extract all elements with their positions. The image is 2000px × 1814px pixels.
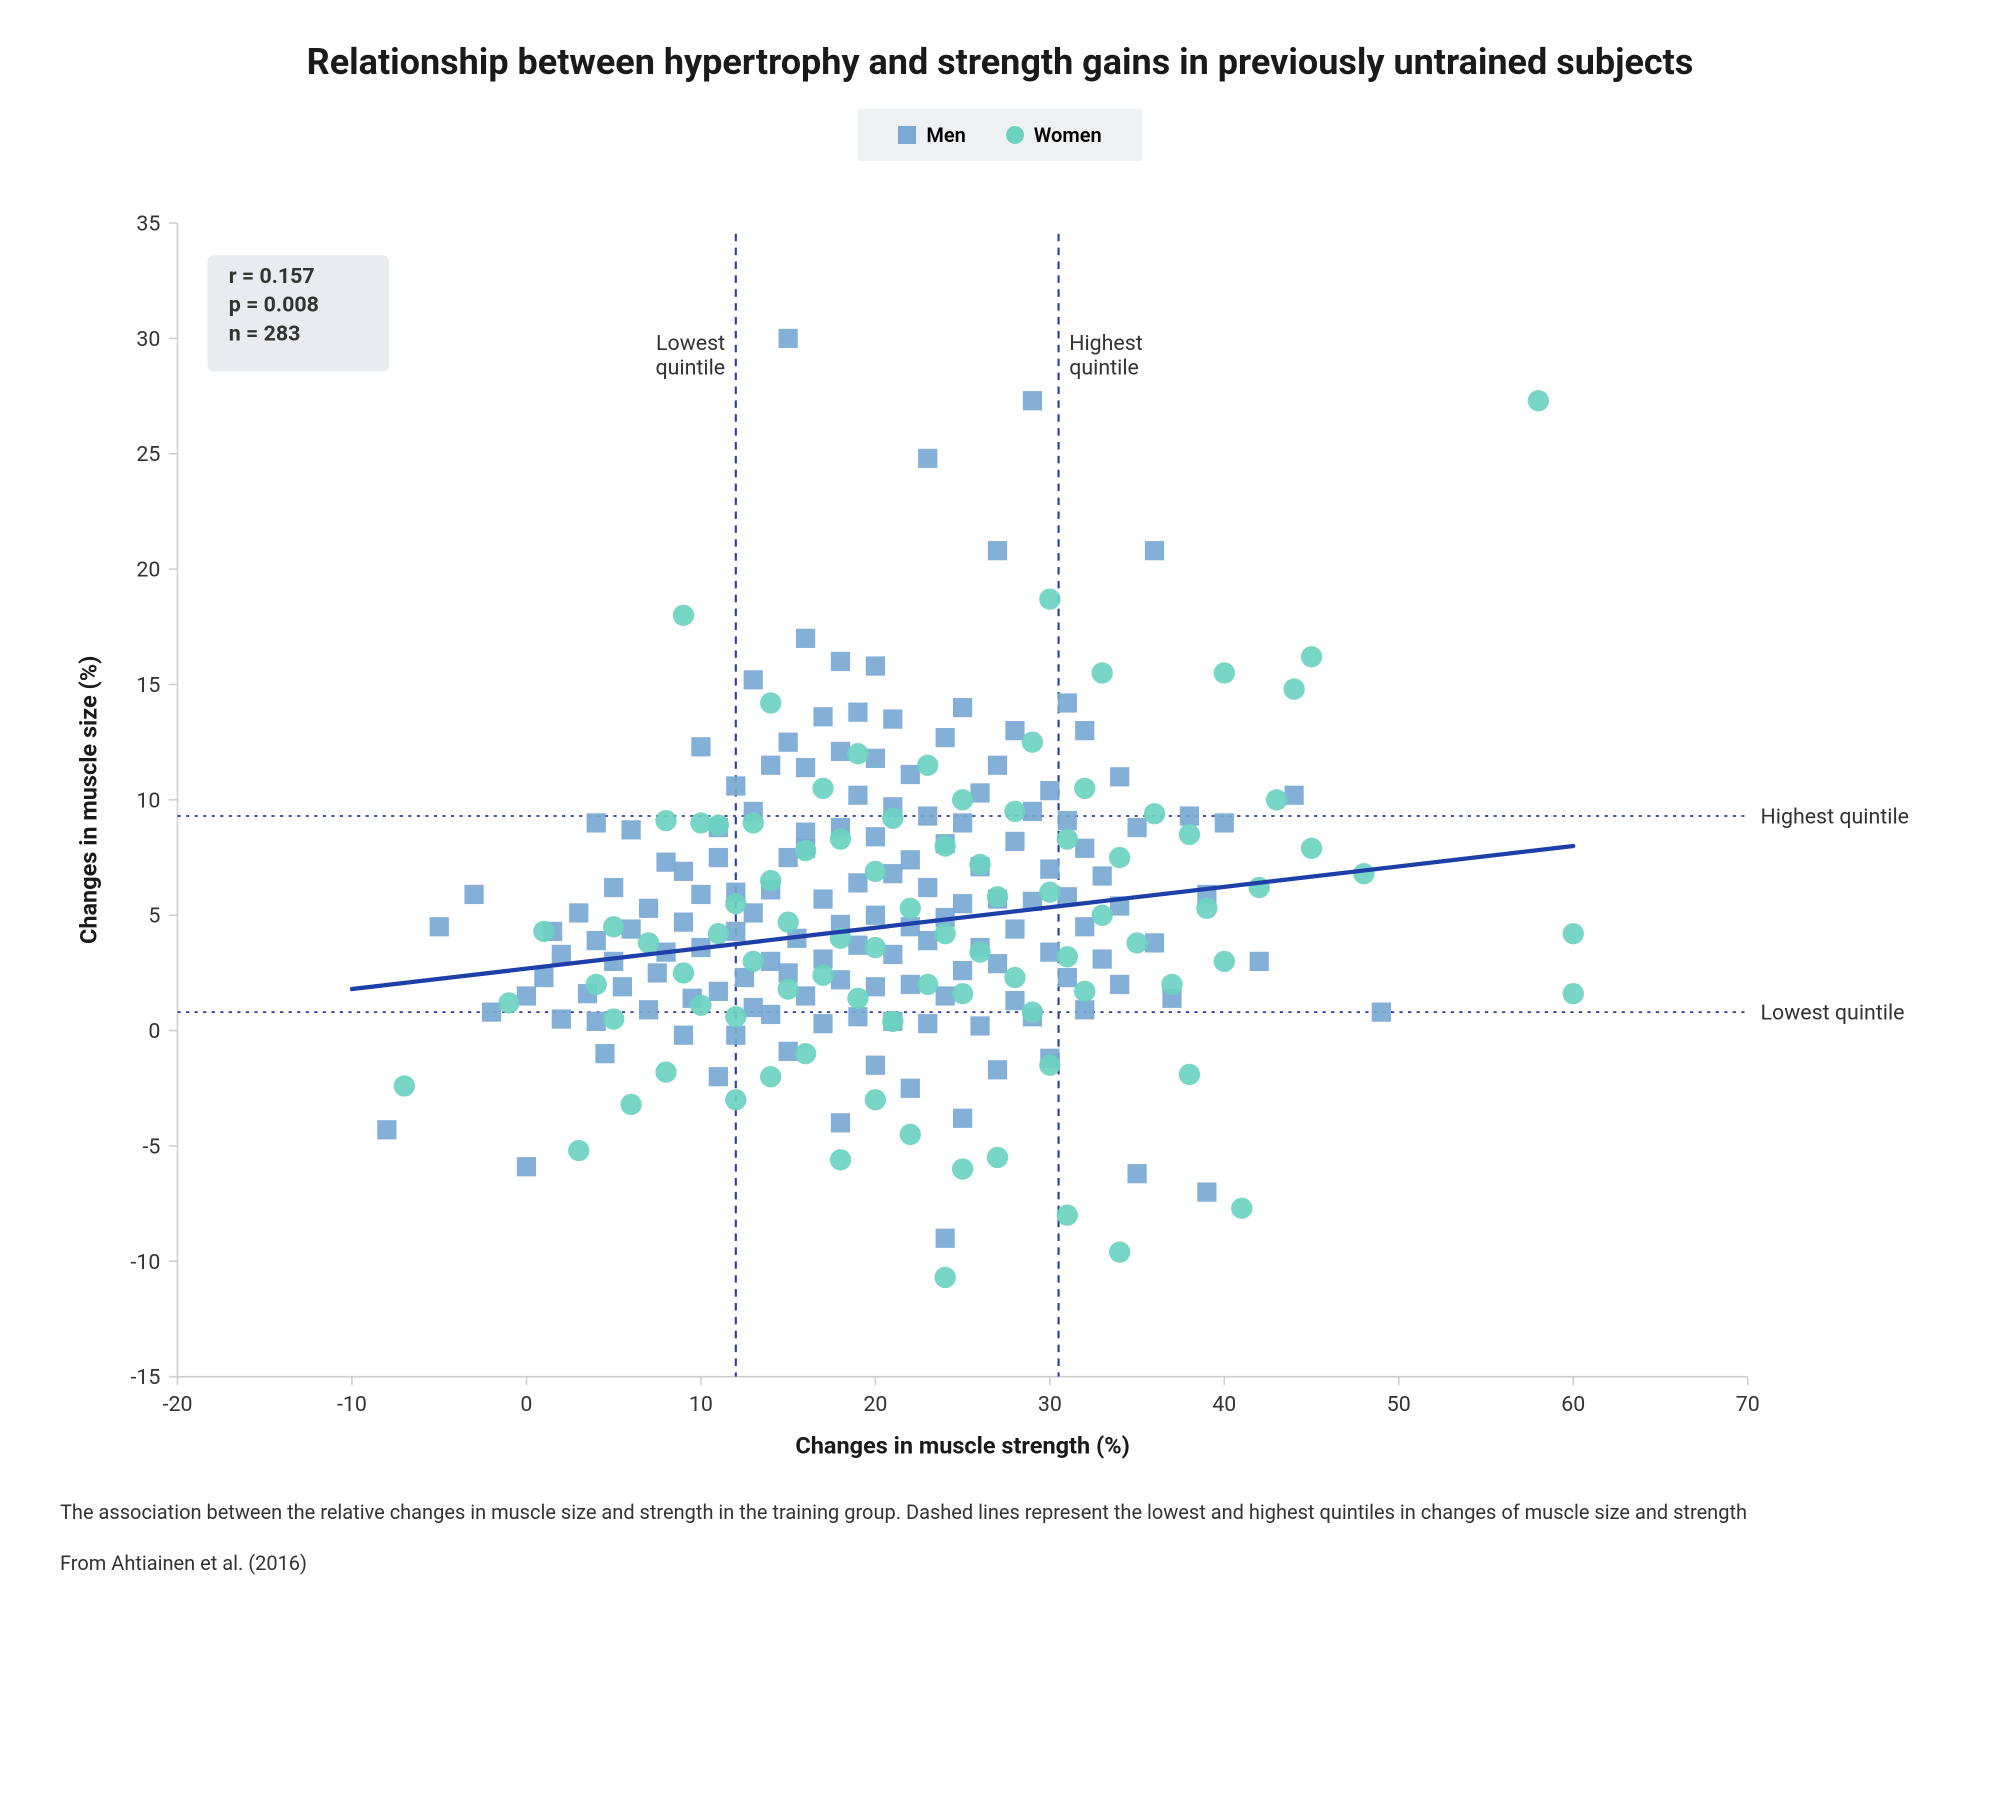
svg-text:15: 15 [136, 673, 160, 698]
legend-item-men: Men [898, 123, 965, 147]
svg-text:30: 30 [1038, 1392, 1062, 1417]
plot-area: -20 -10 0 10 20 30 40 50 60 70 -15 -10 -5 0 5 10 15 20 25 3… [60, 191, 1940, 1473]
svg-text:35: 35 [136, 212, 160, 237]
legend-label-women: Women [1034, 123, 1102, 147]
svg-text:20: 20 [863, 1392, 887, 1417]
svg-text:70: 70 [1736, 1392, 1760, 1417]
chart-title: Relationship between hypertrophy and str… [60, 40, 1940, 85]
svg-text:60: 60 [1561, 1392, 1585, 1417]
scatter-plot: -20 -10 0 10 20 30 40 50 60 70 -15 -10 -5 0 5 10 15 20 25 3… [60, 191, 1940, 1473]
svg-text:-5: -5 [142, 1134, 160, 1159]
svg-text:0: 0 [148, 1019, 160, 1044]
svg-text:-10: -10 [130, 1250, 160, 1275]
svg-text:n = 283: n = 283 [229, 322, 301, 347]
svg-text:-15: -15 [130, 1365, 160, 1390]
legend-swatch-men [898, 126, 916, 144]
legend-label-men: Men [926, 123, 965, 147]
chart-container: Relationship between hypertrophy and str… [60, 40, 1940, 1575]
svg-text:Lowest quintile: Lowest quintile [1761, 1001, 1905, 1026]
svg-text:Highest quintile: Highest quintile [1761, 804, 1909, 829]
svg-text:20: 20 [136, 558, 160, 583]
svg-text:-20: -20 [163, 1392, 193, 1417]
svg-text:30: 30 [136, 327, 160, 352]
svg-text:0: 0 [520, 1392, 532, 1417]
legend-item-women: Women [1006, 123, 1102, 147]
legend: Men Women [858, 109, 1141, 161]
legend-swatch-women [1006, 126, 1024, 144]
svg-text:40: 40 [1212, 1392, 1236, 1417]
svg-text:Highestquintile: Highestquintile [1069, 331, 1143, 381]
svg-text:p = 0.008: p = 0.008 [229, 293, 319, 318]
svg-text:Changes in muscle strength (%): Changes in muscle strength (%) [795, 1432, 1129, 1460]
chart-caption: The association between the relative cha… [60, 1497, 1940, 1527]
svg-text:Changes in muscle size (%): Changes in muscle size (%) [74, 656, 102, 944]
svg-text:10: 10 [136, 788, 160, 813]
svg-text:25: 25 [136, 442, 160, 467]
svg-text:10: 10 [689, 1392, 713, 1417]
chart-source: From Ahtiainen et al. (2016) [60, 1551, 1940, 1575]
svg-text:r = 0.157: r = 0.157 [229, 264, 315, 289]
svg-text:-10: -10 [337, 1392, 367, 1417]
svg-text:Lowestquintile: Lowestquintile [656, 331, 726, 381]
svg-text:50: 50 [1387, 1392, 1411, 1417]
svg-text:5: 5 [148, 904, 160, 929]
